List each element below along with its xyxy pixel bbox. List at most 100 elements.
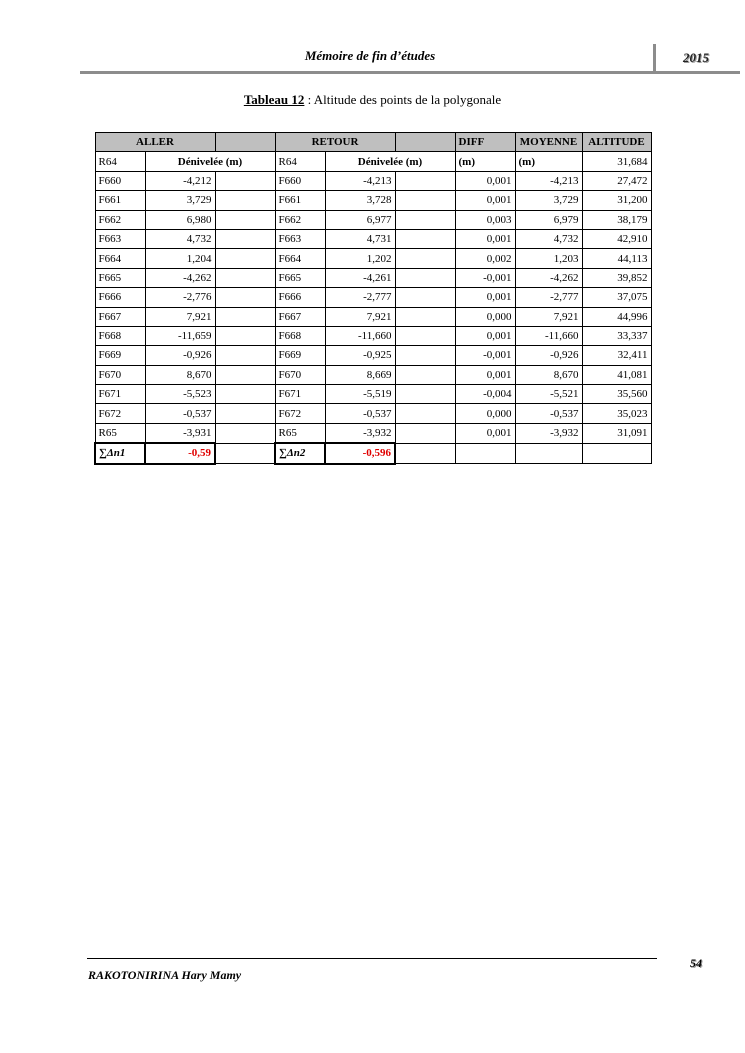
empty-cell: [214, 345, 276, 366]
moyenne-value: -0,926: [514, 345, 583, 366]
denivelee-retour: -4,213: [324, 170, 396, 192]
point-aller: F665: [94, 267, 146, 289]
altitude-value: 33,337: [581, 325, 652, 347]
moyenne-value: -4,213: [514, 170, 583, 192]
table-row: F666 -2,776 F666 -2,777 0,001 -2,777 37,075: [94, 287, 652, 308]
point-retour: F667: [274, 306, 326, 327]
denivelee-retour: 1,202: [324, 248, 396, 269]
moyenne-value: 6,979: [514, 209, 583, 230]
denivelee-aller-header: Dénivelée (m): [144, 151, 276, 172]
empty-cell: [394, 364, 456, 386]
point-retour: F671: [274, 384, 326, 405]
header-altitude: ALTITUDE: [581, 131, 652, 153]
caption-label: Tableau 12: [243, 92, 305, 107]
altitude-value: 31,091: [581, 422, 652, 444]
point-retour: F661: [274, 190, 326, 211]
caption-text: : Altitude des points de la polygonale: [304, 92, 502, 107]
page-number: 54: [690, 956, 702, 970]
point-aller: F669: [94, 345, 146, 366]
empty-cell: [214, 209, 276, 230]
empty-cell: [581, 442, 652, 465]
denivelee-retour: 3,728: [324, 190, 396, 211]
altitude-value: 37,075: [581, 287, 652, 308]
empty-cell: [394, 345, 456, 366]
denivelee-retour-header: Dénivelée (m): [324, 151, 456, 172]
empty-cell: [394, 403, 456, 424]
point-aller: F670: [94, 364, 146, 386]
denivelee-retour: 8,669: [324, 364, 396, 386]
empty-cell: [214, 267, 276, 289]
table-row: F668 -11,659 F668 -11,660 0,001 -11,660 33,337: [94, 325, 652, 347]
moyenne-value: 8,670: [514, 364, 583, 386]
table-row: F661 3,729 F661 3,728 0,001 3,729 31,200: [94, 190, 652, 211]
sum-value-retour: -0,596: [324, 442, 396, 465]
point-aller: F666: [94, 287, 146, 308]
point-retour: F672: [274, 403, 326, 424]
moyenne-value: -3,932: [514, 422, 583, 444]
denivelee-retour: -2,777: [324, 287, 396, 308]
empty-cell: [214, 248, 276, 269]
empty-cell: [514, 442, 583, 465]
group-header-row: ALLER RETOUR DIFF MOYENNE ALTITUDE: [94, 131, 652, 153]
altitude-value: 39,852: [581, 267, 652, 289]
table-row: F660 -4,212 F660 -4,213 0,001 -4,213 27,472: [94, 170, 652, 192]
empty-cell: [394, 306, 456, 327]
denivelee-retour: -0,537: [324, 403, 396, 424]
moyenne-value: -0,537: [514, 403, 583, 424]
diff-value: 0,001: [454, 325, 516, 347]
denivelee-aller: -11,659: [144, 325, 216, 347]
denivelee-aller: 4,732: [144, 228, 216, 250]
table-row: F669 -0,926 F669 -0,925 -0,001 -0,926 32,411: [94, 345, 652, 366]
point-retour: F663: [274, 228, 326, 250]
sum-label-aller: ∑Δn1: [94, 442, 146, 465]
altitude-value: 35,560: [581, 384, 652, 405]
altitude-value: 35,023: [581, 403, 652, 424]
empty-cell: [214, 403, 276, 424]
header-title: Mémoire de fin d’études: [304, 48, 436, 63]
point-aller: F661: [94, 190, 146, 211]
empty-cell: [394, 209, 456, 230]
denivelee-aller: 6,980: [144, 209, 216, 230]
altitude-value: 44,996: [581, 306, 652, 327]
denivelee-retour: -11,660: [324, 325, 396, 347]
denivelee-retour: -3,932: [324, 422, 396, 444]
diff-value: 0,000: [454, 403, 516, 424]
point-retour: F660: [274, 170, 326, 192]
header-aller: ALLER: [94, 131, 216, 153]
table-caption: Tableau 12 : Altitude des points de la p…: [0, 92, 745, 108]
sum-row: ∑Δn1 -0,59 ∑Δn2 -0,596: [94, 442, 652, 465]
header-rule: [80, 71, 740, 74]
point-aller: F663: [94, 228, 146, 250]
point-retour: F669: [274, 345, 326, 366]
header-retour: RETOUR: [274, 131, 396, 153]
empty-cell: [214, 170, 276, 192]
altitude-value: 31,200: [581, 190, 652, 211]
start-point-aller: R64: [94, 151, 146, 172]
denivelee-aller: -0,537: [144, 403, 216, 424]
point-aller: F668: [94, 325, 146, 347]
moyenne-value: 3,729: [514, 190, 583, 211]
empty-cell: [394, 267, 456, 289]
empty-cell: [394, 422, 456, 444]
table-row: R65 -3,931 R65 -3,932 0,001 -3,932 31,091: [94, 422, 652, 444]
point-retour: R65: [274, 422, 326, 444]
moyenne-value: -11,660: [514, 325, 583, 347]
denivelee-retour: -5,519: [324, 384, 396, 405]
point-aller: F662: [94, 209, 146, 230]
denivelee-retour: -0,925: [324, 345, 396, 366]
sum-label-retour: ∑Δn2: [274, 442, 326, 465]
moyenne-value: 1,203: [514, 248, 583, 269]
denivelee-retour: 4,731: [324, 228, 396, 250]
moyenne-value: -4,262: [514, 267, 583, 289]
altitude-value: 27,472: [581, 170, 652, 192]
denivelee-aller: -3,931: [144, 422, 216, 444]
denivelee-aller: -4,262: [144, 267, 216, 289]
point-aller: F671: [94, 384, 146, 405]
denivelee-retour: -4,261: [324, 267, 396, 289]
diff-value: 0,003: [454, 209, 516, 230]
empty-cell: [394, 228, 456, 250]
moyenne-value: 7,921: [514, 306, 583, 327]
diff-value: 0,001: [454, 228, 516, 250]
empty-cell: [394, 442, 456, 465]
table-row: F665 -4,262 F665 -4,261 -0,001 -4,262 39,852: [94, 267, 652, 289]
